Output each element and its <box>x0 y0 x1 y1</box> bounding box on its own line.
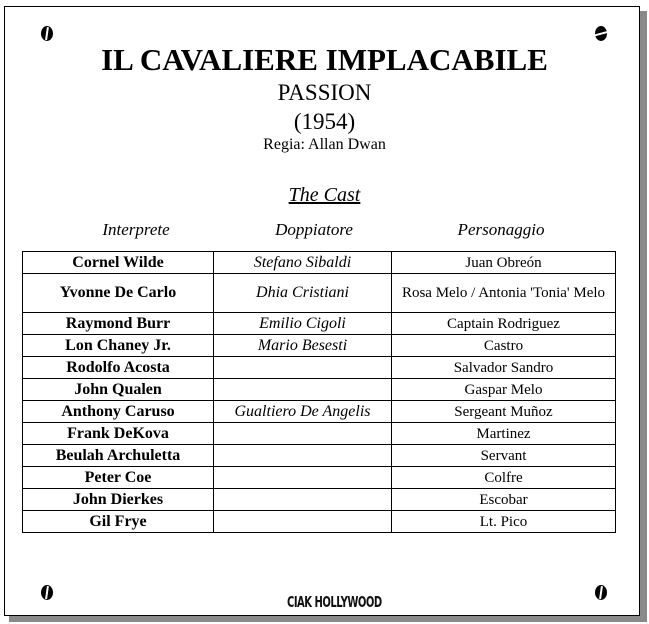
character-cell: Lt. Pico <box>391 510 616 533</box>
table-row: Peter Coe Colfre <box>22 466 616 489</box>
character-cell: Martinez <box>391 422 616 445</box>
director: Regia: Allan Dwan <box>263 136 386 153</box>
actor-cell: John Qualen <box>22 378 214 401</box>
dubber-cell <box>213 356 392 379</box>
dubber-cell: Dhia Cristiani <box>213 273 392 313</box>
actor-cell: Raymond Burr <box>22 312 214 335</box>
character-cell: Sergeant Muñoz <box>391 400 616 423</box>
dubber-cell: Gualtiero De Angelis <box>213 400 392 423</box>
actor-cell: Frank DeKova <box>22 422 214 445</box>
table-row: Lon Chaney Jr. Mario Besesti Castro <box>22 334 616 357</box>
actor-cell: Cornel Wilde <box>22 251 214 274</box>
character-cell: Servant <box>391 444 616 467</box>
table-row: John Dierkes Escobar <box>22 488 616 511</box>
logo: CIAK HOLLYWOOD <box>287 595 382 612</box>
table-row: Cornel Wilde Stefano Sibaldi Juan Obreón <box>22 251 616 274</box>
character-cell: Salvador Sandro <box>391 356 616 379</box>
screw-icon <box>595 585 607 600</box>
character-cell: Escobar <box>391 488 616 511</box>
cast-table: Cornel Wilde Stefano Sibaldi Juan Obreón Yv… <box>22 251 616 533</box>
actor-cell: Yvonne De Carlo <box>22 273 214 313</box>
screw-icon <box>41 585 53 600</box>
dubber-cell: Stefano Sibaldi <box>213 251 392 274</box>
dubber-cell <box>213 378 392 401</box>
column-header-interprete: Interprete <box>102 220 170 239</box>
actor-cell: Beulah Archuletta <box>22 444 214 467</box>
table-row: Gil Frye Lt. Pico <box>22 510 616 533</box>
character-cell: Juan Obreón <box>391 251 616 274</box>
dubber-cell: Mario Besesti <box>213 334 392 357</box>
character-cell: Rosa Melo / Antonia 'Tonia' Melo <box>391 273 616 313</box>
column-header-personaggio: Personaggio <box>457 220 545 239</box>
table-row: John Qualen Gaspar Melo <box>22 378 616 401</box>
dubber-cell <box>213 444 392 467</box>
table-row: Frank DeKova Martinez <box>22 422 616 445</box>
screw-icon <box>595 26 607 41</box>
character-cell: Gaspar Melo <box>391 378 616 401</box>
title: IL CAVALIERE IMPLACABILE <box>101 42 548 77</box>
table-row: Rodolfo Acosta Salvador Sandro <box>22 356 616 379</box>
character-cell: Colfre <box>391 466 616 489</box>
section-title-text: The Cast <box>288 184 361 206</box>
section-title: The Cast <box>0 184 649 207</box>
table-row: Anthony Caruso Gualtiero De Angelis Sergea… <box>22 400 616 423</box>
table-row: Yvonne De Carlo Dhia Cristiani Rosa Melo /… <box>22 273 616 313</box>
actor-cell: Lon Chaney Jr. <box>22 334 214 357</box>
year: (1954) <box>293 109 356 134</box>
dubber-cell: Emilio Cigoli <box>213 312 392 335</box>
actor-cell: John Dierkes <box>22 488 214 511</box>
dubber-cell <box>213 466 392 489</box>
table-row: Raymond Burr Emilio Cigoli Captain Rodrigu… <box>22 312 616 335</box>
actor-cell: Anthony Caruso <box>22 400 214 423</box>
screw-icon <box>41 26 53 41</box>
actor-cell: Gil Frye <box>22 510 214 533</box>
character-cell: Captain Rodriguez <box>391 312 616 335</box>
column-header-doppiatore: Doppiatore <box>275 220 353 239</box>
original-title: PASSION <box>277 80 372 105</box>
dubber-cell <box>213 422 392 445</box>
table-row: Beulah Archuletta Servant <box>22 444 616 467</box>
actor-cell: Rodolfo Acosta <box>22 356 214 379</box>
actor-cell: Peter Coe <box>22 466 214 489</box>
dubber-cell <box>213 488 392 511</box>
dubber-cell <box>213 510 392 533</box>
character-cell: Castro <box>391 334 616 357</box>
